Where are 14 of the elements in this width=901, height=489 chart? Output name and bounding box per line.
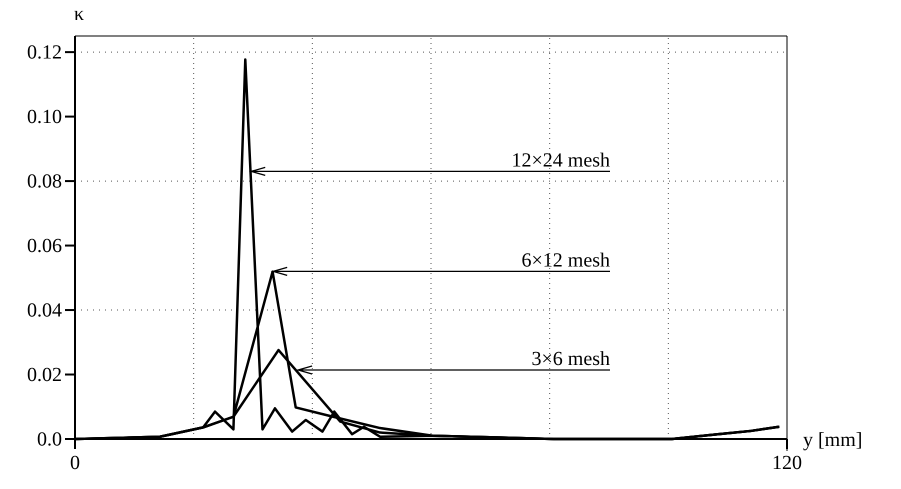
annotation: 3×6 mesh xyxy=(532,348,610,370)
x-tick-label: 0 xyxy=(70,452,80,474)
y-tick-label: 0.08 xyxy=(27,170,62,192)
y-tick-label: 0.06 xyxy=(27,234,62,257)
y-tick-label: 0.0 xyxy=(37,428,62,450)
y-tick-label: 0.10 xyxy=(27,106,62,128)
annotation: 12×24 mesh xyxy=(512,149,610,172)
x-axis-title: y [mm] xyxy=(803,429,862,451)
y-tick-label: 0.12 xyxy=(27,42,62,64)
y-axis-title: κ xyxy=(74,3,84,25)
annotation: 6×12 mesh xyxy=(522,249,610,272)
y-tick-label: 0.02 xyxy=(27,364,62,386)
x-tick-label: 120 xyxy=(772,452,802,474)
y-tick-label: 0.04 xyxy=(27,299,62,322)
